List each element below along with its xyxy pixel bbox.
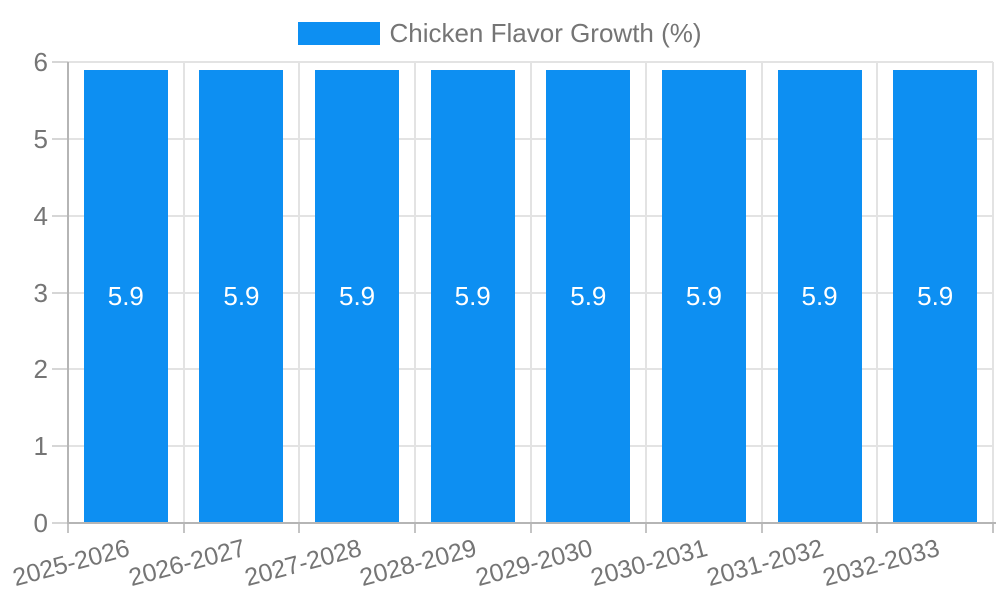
y-tick — [52, 291, 68, 294]
bar[interactable]: 5.9 — [199, 69, 284, 523]
x-tick — [992, 524, 994, 533]
legend-label: Chicken Flavor Growth (%) — [389, 18, 702, 48]
y-tick — [52, 522, 68, 524]
x-tick-label-text: 2030-2031 — [588, 534, 711, 593]
x-gridline — [645, 62, 648, 523]
x-tick-label-text: 2029-2030 — [472, 534, 596, 593]
x-tick-label-text: 2026-2027 — [125, 534, 249, 593]
x-gridline — [760, 62, 763, 523]
y-tick — [52, 137, 68, 140]
legend-item[interactable]: Chicken Flavor Growth (%) — [0, 20, 1000, 46]
y-tick-label: 1 — [33, 431, 48, 462]
bar-value-label: 5.9 — [338, 280, 376, 311]
y-tick — [52, 445, 68, 448]
y-tick-label: 6 — [33, 47, 48, 77]
x-tick-label-text: 2031-2032 — [703, 534, 827, 593]
y-tick-label: 0 — [33, 508, 48, 538]
x-tick-label-text: 2028-2029 — [356, 534, 480, 593]
x-tick — [645, 524, 648, 533]
bar-value-label: 5.9 — [917, 280, 954, 311]
x-tick-label-text: 2032-2033 — [819, 534, 943, 593]
x-gridline — [413, 62, 416, 523]
x-axis-line — [67, 522, 996, 524]
x-tick — [876, 524, 879, 533]
x-gridline — [992, 62, 994, 523]
y-tick-label: 4 — [33, 200, 48, 231]
bar-value-label: 5.9 — [107, 280, 144, 311]
bar[interactable]: 5.9 — [546, 69, 631, 523]
bar[interactable]: 5.9 — [430, 69, 515, 523]
bar-value-label: 5.9 — [570, 280, 607, 311]
legend-swatch — [298, 21, 381, 45]
y-tick-label: 3 — [33, 277, 48, 308]
x-gridline — [876, 62, 879, 523]
bar[interactable]: 5.9 — [83, 69, 168, 523]
x-tick-label-text: 2027-2028 — [241, 534, 365, 593]
y-tick — [52, 368, 68, 371]
bar-value-label: 5.9 — [223, 280, 260, 311]
y-tick-label: 2 — [33, 354, 48, 385]
x-tick — [529, 524, 532, 533]
x-tick — [182, 524, 185, 533]
y-axis-line — [67, 62, 69, 523]
bar-value-label: 5.9 — [685, 280, 723, 311]
x-tick — [298, 524, 301, 533]
bar[interactable]: 5.9 — [893, 69, 978, 523]
y-tick — [52, 61, 68, 63]
x-tick — [67, 524, 69, 533]
bar-value-label: 5.9 — [454, 280, 491, 311]
x-tick-label-text: 2025-2026 — [10, 534, 133, 593]
bar-value-label: 5.9 — [801, 280, 838, 311]
bar[interactable]: 5.9 — [661, 69, 746, 523]
x-gridline — [298, 62, 301, 523]
y-tick — [52, 214, 68, 217]
bar[interactable]: 5.9 — [777, 69, 862, 523]
x-gridline — [529, 62, 532, 523]
bar[interactable]: 5.9 — [315, 69, 400, 523]
x-tick — [760, 524, 763, 533]
x-gridline — [182, 62, 185, 523]
y-tick-label: 5 — [33, 123, 48, 154]
x-tick — [413, 524, 416, 533]
